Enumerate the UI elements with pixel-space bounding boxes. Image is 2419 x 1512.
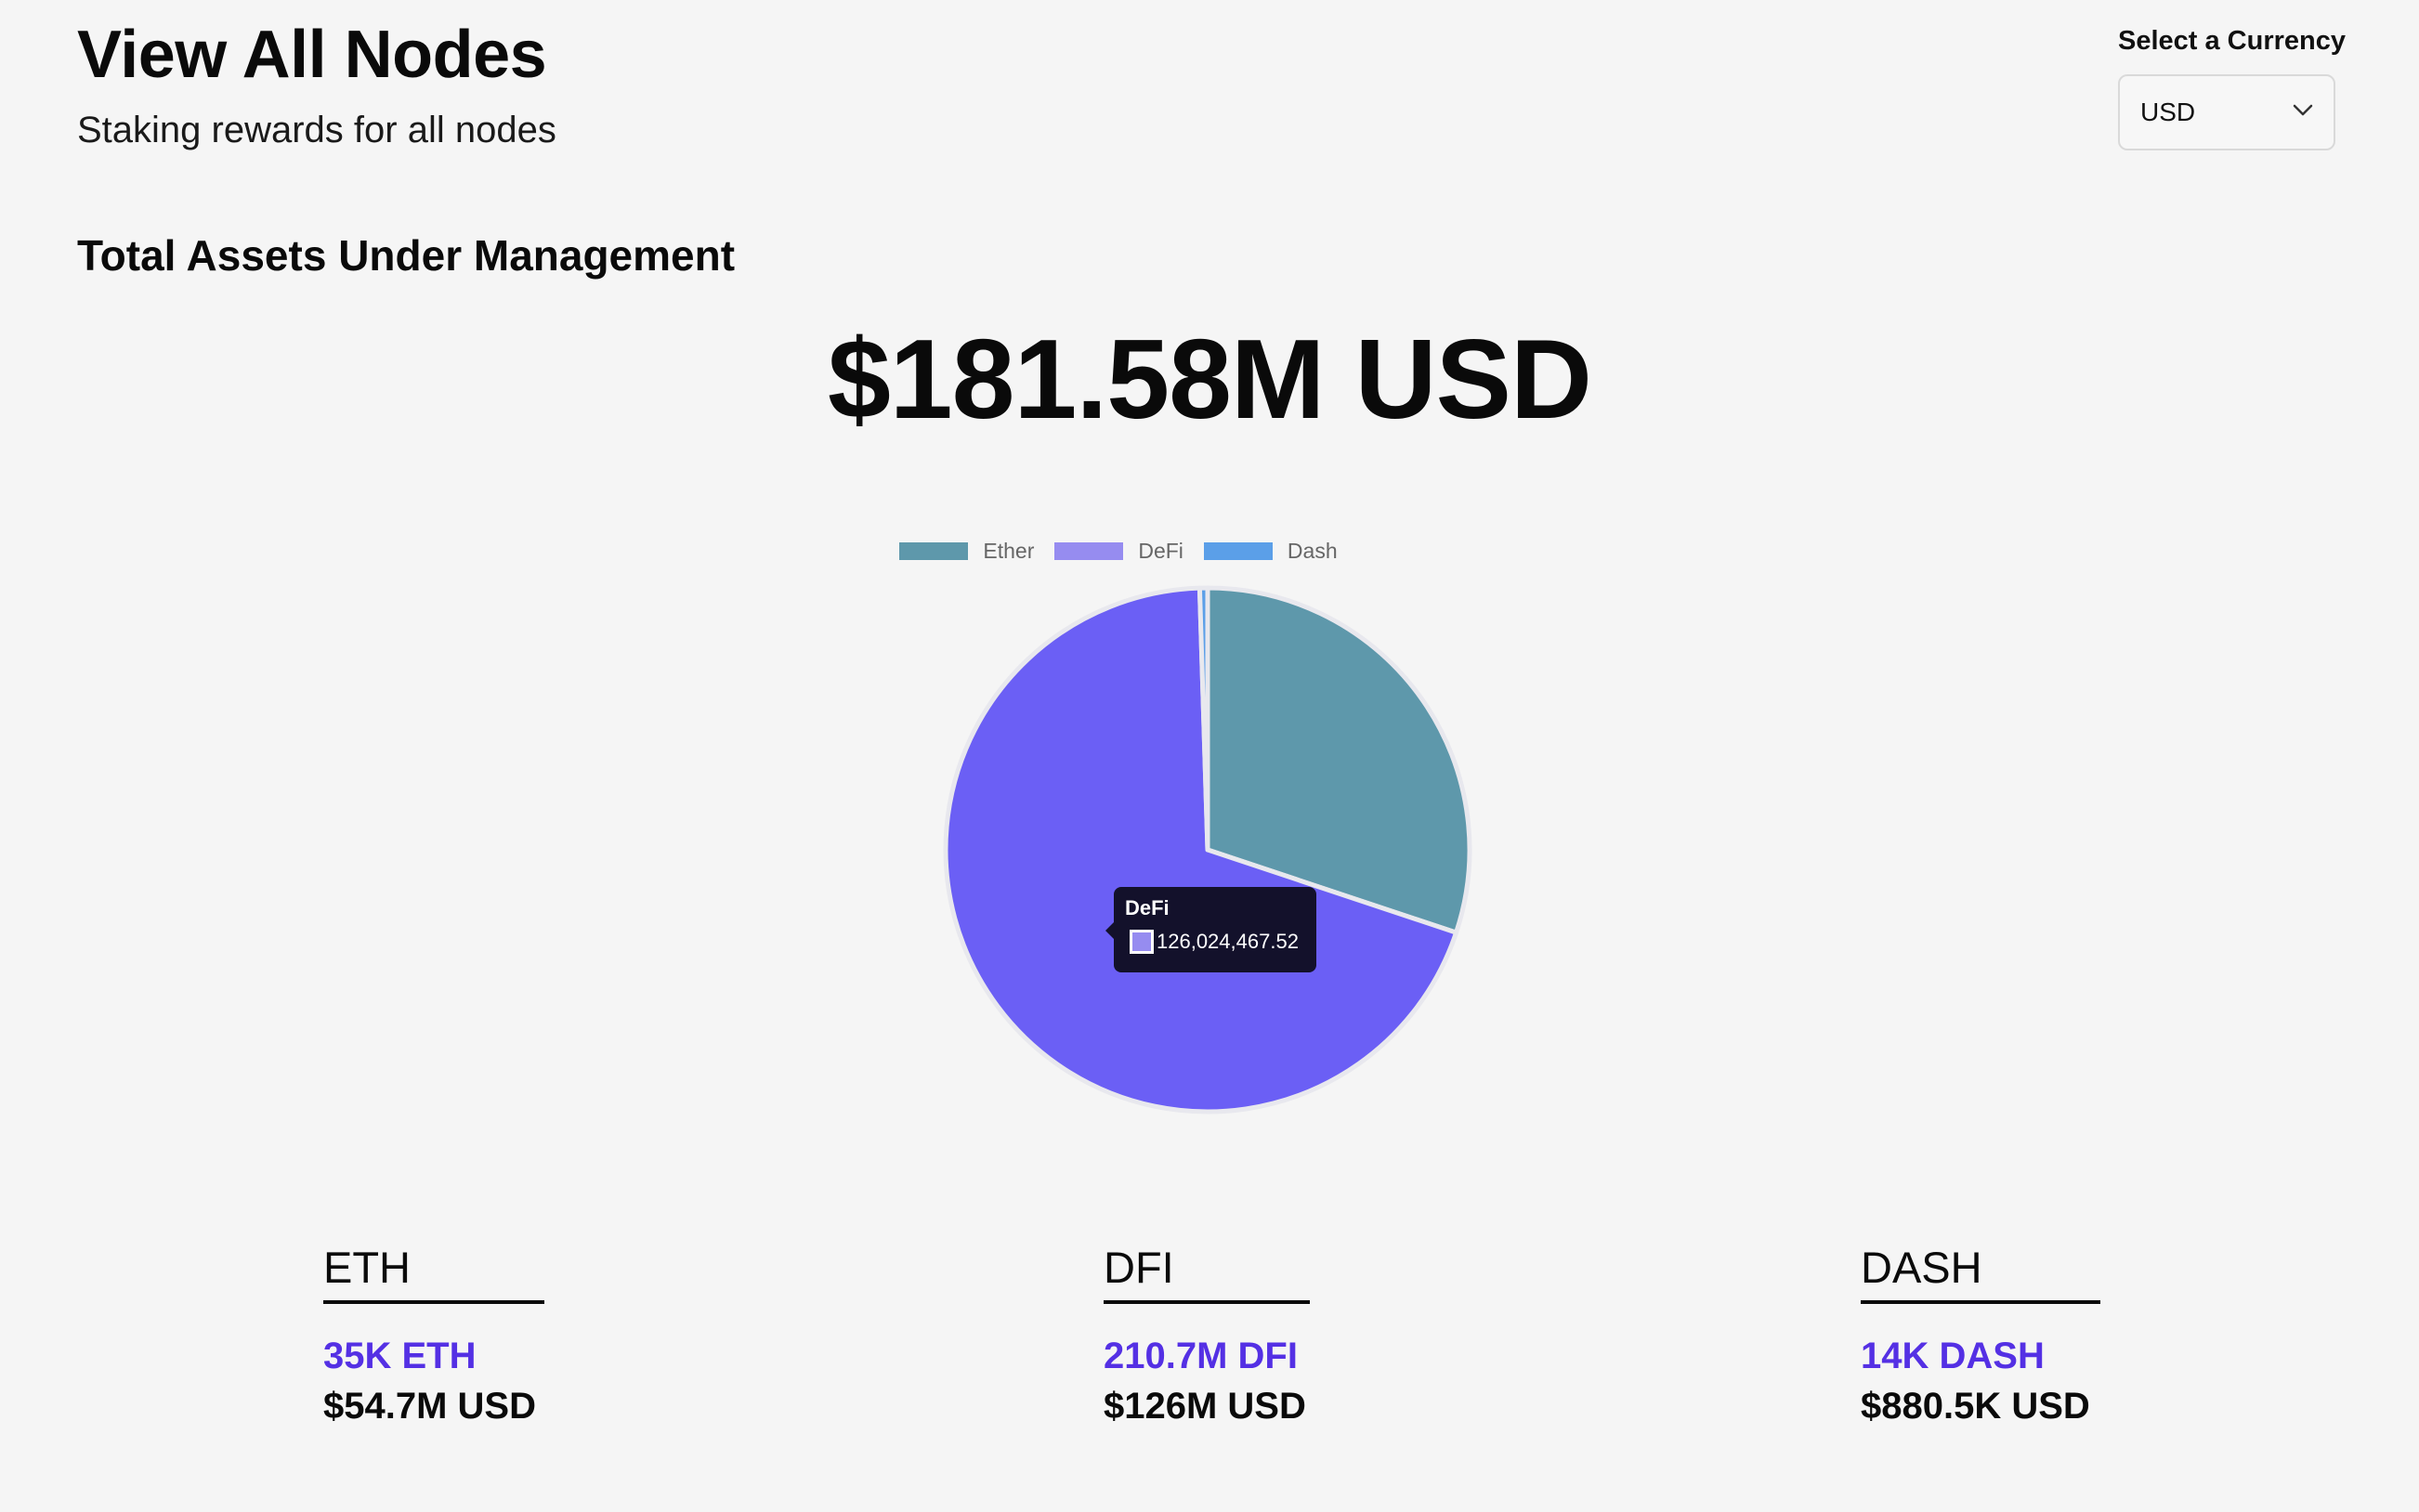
stat-usd-value: $880.5K USD <box>1861 1386 2090 1427</box>
legend-item-ether[interactable]: Ether <box>899 539 1034 564</box>
currency-select-value: USD <box>2140 98 2196 126</box>
stat-symbol: DASH <box>1861 1243 1982 1292</box>
page-title: View All Nodes <box>77 18 547 92</box>
currency-select[interactable]: USD <box>2118 74 2335 150</box>
currency-select-label: Select a Currency <box>2118 26 2347 56</box>
aum-section-title: Total Assets Under Management <box>77 231 736 280</box>
stat-token-amount: 210.7M DFI <box>1104 1336 1298 1376</box>
stat-divider <box>1861 1300 2100 1304</box>
tooltip-value: 126,024,467.52 <box>1157 930 1299 953</box>
legend-swatch-ether <box>899 542 969 560</box>
tooltip-title: DeFi <box>1125 896 1170 919</box>
legend-item-defi[interactable]: DeFi <box>1054 539 1183 564</box>
pie-slice-defi[interactable] <box>943 585 1459 1114</box>
stat-divider <box>323 1300 544 1304</box>
legend-swatch-defi <box>1054 542 1124 560</box>
chevron-down-icon <box>2293 104 2313 122</box>
legend-item-dash[interactable]: Dash <box>1203 539 1338 564</box>
total-aum-value: $181.58M USD <box>827 316 1592 442</box>
page-subtitle: Staking rewards for all nodes <box>77 110 556 150</box>
stat-symbol: ETH <box>323 1243 411 1292</box>
legend-label-ether: Ether <box>983 539 1035 563</box>
stat-token-amount: 14K DASH <box>1861 1336 2045 1376</box>
legend-swatch-dash <box>1203 542 1273 560</box>
chart-legend: Ether DeFi Dash <box>0 539 2328 564</box>
tooltip-arrow <box>1105 922 1114 939</box>
pie-slice-dash[interactable] <box>1196 585 1210 853</box>
pie-chart <box>943 585 1472 1114</box>
stat-dfi: DFI 210.7M DFI $126M USD <box>1104 1235 1310 1432</box>
stat-divider <box>1104 1300 1310 1304</box>
chart-tooltip: DeFi 126,024,467.52 <box>1105 887 1316 972</box>
pie-slice-ether[interactable] <box>1205 585 1472 935</box>
legend-label-dash: Dash <box>1287 539 1338 563</box>
stat-usd-value: $126M USD <box>1104 1386 1306 1427</box>
stat-symbol: DFI <box>1104 1243 1174 1292</box>
legend-label-defi: DeFi <box>1138 539 1183 563</box>
tooltip-swatch <box>1130 930 1154 954</box>
stat-usd-value: $54.7M USD <box>323 1386 536 1427</box>
tooltip-row: 126,024,467.52 <box>1125 930 1305 954</box>
stat-eth: ETH 35K ETH $54.7M USD <box>323 1235 544 1432</box>
stat-token-amount: 35K ETH <box>323 1336 477 1376</box>
stat-dash: DASH 14K DASH $880.5K USD <box>1861 1235 2100 1432</box>
